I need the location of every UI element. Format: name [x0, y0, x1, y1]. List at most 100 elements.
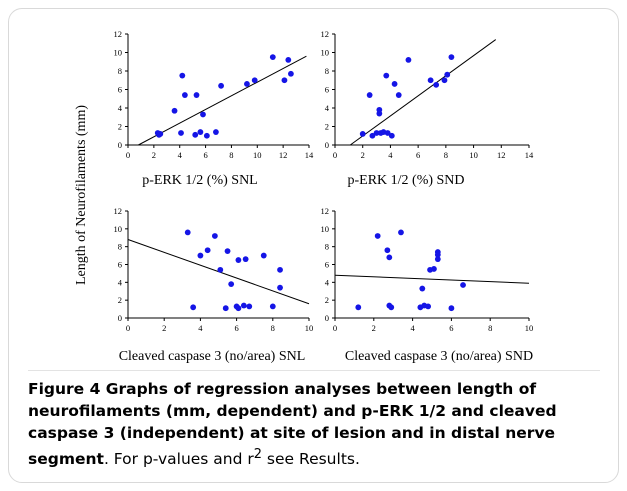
- data-point: [246, 303, 253, 310]
- data-point: [391, 81, 398, 87]
- data-point: [281, 77, 288, 84]
- data-point: [277, 284, 283, 291]
- y-tick-label: 6: [325, 260, 329, 270]
- data-point: [224, 248, 231, 255]
- x-tick-label: 0: [333, 323, 337, 333]
- y-tick-label: 2: [118, 122, 122, 132]
- y-tick-label: 0: [118, 313, 122, 323]
- x-tick-label: 4: [388, 150, 393, 160]
- y-tick-label: 10: [321, 224, 330, 234]
- y-tick-label: 4: [325, 277, 330, 287]
- data-point: [355, 304, 362, 311]
- x-tick-label: 8: [488, 323, 492, 333]
- y-tick-label: 6: [325, 85, 329, 95]
- data-point: [193, 92, 200, 98]
- data-point: [260, 252, 267, 259]
- x-tick-label: 12: [497, 150, 506, 160]
- y-tick-label: 10: [114, 224, 123, 234]
- data-point: [427, 77, 434, 84]
- x-tick-label: 0: [333, 150, 337, 160]
- caption-title: Figure 4 Graphs of regression analyses b…: [28, 380, 557, 469]
- data-point: [398, 229, 404, 236]
- data-point: [369, 132, 376, 139]
- data-point: [235, 305, 242, 312]
- data-point: [441, 77, 448, 84]
- x-axis-label-snl-perk: p-ERK 1/2 (%) SNL: [142, 173, 258, 188]
- y-tick-label: 8: [118, 242, 122, 252]
- data-point: [197, 129, 204, 135]
- data-point: [374, 233, 381, 239]
- y-axis-label: Length of Neurofilaments (mm): [74, 104, 89, 286]
- data-point: [419, 285, 426, 292]
- x-tick-label: 6: [203, 150, 207, 160]
- x-axis-label-snl-caspase: Cleaved caspase 3 (no/area) SNL: [118, 349, 306, 364]
- y-tick-label: 8: [325, 242, 329, 252]
- data-point: [388, 304, 395, 311]
- data-point: [448, 305, 455, 312]
- data-point: [434, 251, 441, 258]
- data-point: [448, 54, 455, 61]
- data-point: [388, 132, 395, 139]
- y-tick-label: 12: [321, 206, 330, 216]
- y-tick-label: 0: [325, 140, 329, 150]
- x-tick-label: 4: [410, 323, 415, 333]
- x-tick-label: 4: [198, 323, 203, 333]
- x-tick-label: 10: [305, 323, 314, 333]
- regression-line-3: [334, 274, 530, 284]
- data-point: [213, 129, 219, 135]
- data-point: [384, 130, 391, 136]
- x-tick-label: 6: [449, 323, 453, 333]
- caption-divider: [28, 370, 600, 371]
- data-point: [269, 303, 276, 310]
- x-tick-label: 2: [372, 323, 376, 333]
- data-point: [211, 233, 218, 239]
- data-point: [434, 256, 441, 263]
- data-point: [425, 303, 432, 310]
- x-tick-label: 2: [152, 150, 156, 160]
- y-tick-label: 2: [118, 295, 122, 305]
- data-point: [192, 131, 199, 138]
- x-axis-label-snd-perk: p-ERK 1/2 (%) SND: [347, 173, 465, 188]
- data-point: [277, 266, 283, 273]
- data-point: [285, 57, 292, 63]
- x-tick-label: 10: [253, 150, 262, 160]
- y-tick-label: 6: [118, 260, 122, 270]
- figure-caption: Figure 4 Graphs of regression analyses b…: [28, 378, 603, 470]
- data-point: [405, 57, 412, 63]
- x-tick-label: 10: [525, 323, 534, 333]
- data-point: [383, 72, 390, 79]
- data-point: [204, 247, 211, 254]
- caption-text-end: see Results.: [262, 450, 360, 469]
- x-tick-label: 8: [271, 323, 275, 333]
- y-tick-label: 4: [325, 103, 330, 113]
- caption-superscript: 2: [253, 447, 262, 462]
- data-point: [251, 77, 258, 84]
- x-tick-label: 12: [279, 150, 288, 160]
- data-point: [373, 130, 380, 136]
- x-tick-label: 0: [126, 150, 130, 160]
- data-point: [200, 111, 206, 118]
- data-point: [203, 132, 210, 139]
- x-tick-label: 2: [361, 150, 365, 160]
- x-tick-label: 6: [234, 323, 238, 333]
- y-tick-label: 12: [114, 206, 123, 216]
- x-tick-label: 2: [162, 323, 166, 333]
- x-tick-label: 8: [229, 150, 233, 160]
- data-point: [444, 71, 451, 78]
- data-point: [240, 302, 247, 309]
- data-point: [218, 82, 224, 89]
- data-point: [235, 257, 242, 263]
- x-tick-label: 14: [305, 150, 314, 160]
- y-tick-label: 2: [325, 122, 329, 132]
- data-point: [157, 131, 164, 137]
- data-point: [288, 70, 294, 77]
- regression-line-1: [349, 39, 497, 146]
- y-tick-label: 2: [325, 295, 329, 305]
- data-point: [433, 81, 440, 88]
- data-point: [217, 266, 224, 273]
- y-tick-label: 12: [321, 29, 330, 39]
- y-tick-label: 8: [325, 66, 329, 76]
- data-point: [228, 281, 235, 288]
- y-tick-label: 0: [325, 313, 329, 323]
